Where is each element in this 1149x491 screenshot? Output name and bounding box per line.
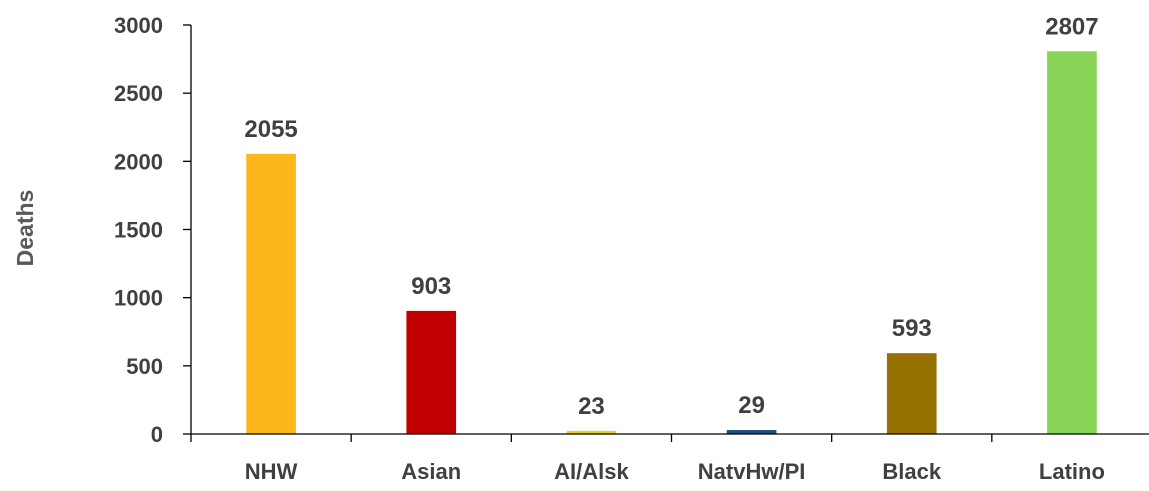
data-label: 593 <box>892 315 932 342</box>
x-axis-labels: NHW Asian AI/Alsk NatvHw/PI Black Latino <box>245 459 1105 484</box>
bar-ai-alsk <box>566 430 617 434</box>
x-tick-label: AI/Alsk <box>554 459 629 484</box>
x-tick-label: Latino <box>1039 459 1105 484</box>
y-tick-label: 2500 <box>114 81 163 106</box>
y-tick-label: 2000 <box>114 149 163 174</box>
data-label: 23 <box>578 393 605 420</box>
bar-asian <box>406 310 457 434</box>
y-axis-title-group: Deaths <box>12 190 38 267</box>
y-tick-label: 3000 <box>114 13 163 38</box>
bar-black <box>886 353 937 434</box>
y-axis-title: Deaths <box>12 190 38 267</box>
y-tick-label: 0 <box>151 422 163 447</box>
y-tick-label: 1500 <box>114 218 163 243</box>
x-tick-label: Black <box>882 459 941 484</box>
x-tick-label: NHW <box>245 459 298 484</box>
data-label: 29 <box>738 392 765 419</box>
data-labels: 2055 903 23 29 593 2807 <box>244 13 1098 420</box>
bar-latino <box>1047 51 1097 435</box>
bar-nhw <box>246 153 296 434</box>
data-label: 903 <box>411 273 451 300</box>
x-tick-label: Asian <box>401 459 461 484</box>
y-axis-ticks: 0 500 1000 1500 2000 2500 3000 <box>114 13 191 447</box>
x-axis-ticks <box>190 434 993 442</box>
data-label: 2807 <box>1045 13 1098 40</box>
data-label: 2055 <box>244 116 297 143</box>
x-tick-label: NatvHw/PI <box>698 459 806 484</box>
bar-natvhw-pi <box>726 430 777 434</box>
y-tick-label: 1000 <box>114 286 163 311</box>
bars <box>246 51 1097 435</box>
y-tick-label: 500 <box>126 354 163 379</box>
